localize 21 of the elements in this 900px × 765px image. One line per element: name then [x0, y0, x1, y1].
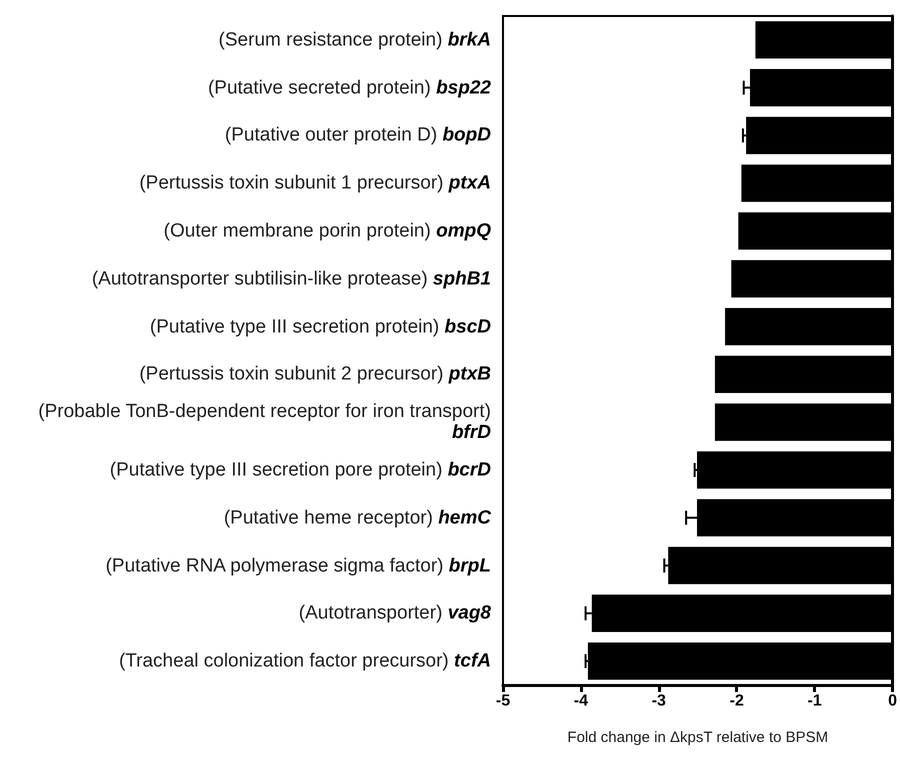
x-tick-label: -4 [574, 692, 588, 710]
y-tick-label: (Pertussis toxin subunit 2 precursor) ptxB [138, 364, 491, 385]
y-tick-label: (Outer membrane porin protein) ompQ [162, 220, 491, 242]
x-tick-label: 0 [888, 692, 898, 710]
y-tick-label: (Putative outer protein D) bopD [224, 124, 491, 146]
y-tick-label: (Probable TonB-dependent receptor for iron transport) bfrD [37, 401, 491, 444]
x-axis-title: Fold change in ΔkpsT relative to BPSM [567, 729, 828, 746]
x-tick-label: -5 [496, 692, 510, 710]
y-tick-label: (Autotransporter) vag8 [298, 602, 491, 624]
y-tick-label: (Tracheal colonization factor precursor) tcfA [118, 650, 491, 672]
y-tick-label: (Putative RNA polymerase sigma factor) brpL [104, 555, 491, 576]
y-tick-label: (Pertussis toxin subunit 1 precursor) ptxA [138, 172, 491, 194]
y-tick-label: (Putative type III secretion pore protein) bcrD [108, 459, 491, 480]
y-tick-label: (Serum resistance protein) brkA [218, 29, 491, 50]
y-tick-label: (Putative type III secretion protein) bscD [148, 316, 491, 338]
x-tick-label: -3 [652, 692, 666, 710]
y-tick-label: (Autotransporter subtilisin-like protease) sphB1 [90, 268, 491, 290]
y-tick-label: (Putative heme receptor) hemC [222, 507, 491, 528]
x-tick-label: -2 [730, 692, 744, 710]
x-tick-label: -1 [808, 692, 822, 710]
y-tick-label: (Putative secreted protein) bsp22 [206, 77, 491, 98]
